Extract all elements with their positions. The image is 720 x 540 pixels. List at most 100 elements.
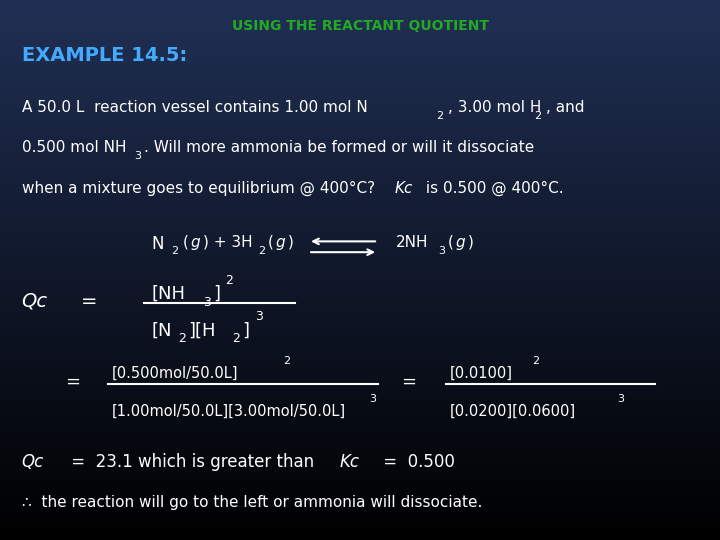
Bar	[0, 367, 720, 369]
Bar	[0, 198, 720, 200]
Bar	[0, 182, 720, 184]
Bar	[0, 108, 720, 110]
Bar	[0, 18, 720, 20]
Bar	[0, 450, 720, 452]
Text: ]: ]	[242, 321, 249, 339]
Bar	[0, 295, 720, 297]
Bar	[0, 455, 720, 457]
Bar	[0, 535, 720, 536]
Text: 2: 2	[171, 246, 179, 256]
Bar	[0, 403, 720, 405]
Bar	[0, 266, 720, 268]
Text: . Will more ammonia be formed or will it dissociate: . Will more ammonia be formed or will it…	[144, 140, 534, 156]
Bar	[0, 288, 720, 290]
Bar	[0, 363, 720, 366]
Text: 3: 3	[134, 151, 141, 161]
Text: Qc: Qc	[22, 292, 48, 310]
Bar	[0, 448, 720, 450]
Text: 3: 3	[617, 394, 624, 404]
Bar	[0, 99, 720, 101]
Bar	[0, 313, 720, 315]
Bar	[0, 457, 720, 459]
Bar	[0, 245, 720, 247]
Bar	[0, 324, 720, 326]
Bar	[0, 504, 720, 506]
Bar	[0, 493, 720, 495]
Bar	[0, 205, 720, 207]
Bar	[0, 265, 720, 266]
Text: =  23.1 which is greater than: = 23.1 which is greater than	[66, 453, 320, 470]
Bar	[0, 227, 720, 228]
Bar	[0, 232, 720, 234]
Bar	[0, 436, 720, 437]
Text: N: N	[151, 235, 163, 253]
Bar	[0, 258, 720, 259]
Bar	[0, 437, 720, 439]
Bar	[0, 299, 720, 301]
Bar	[0, 309, 720, 312]
Bar	[0, 4, 720, 5]
Bar	[0, 185, 720, 187]
Bar	[0, 528, 720, 529]
Text: g: g	[190, 235, 199, 250]
Bar	[0, 536, 720, 538]
Bar	[0, 200, 720, 201]
Bar	[0, 518, 720, 520]
Bar	[0, 79, 720, 81]
Text: [N: [N	[151, 321, 171, 339]
Bar	[0, 405, 720, 407]
Bar	[0, 160, 720, 162]
Text: 3: 3	[438, 246, 445, 256]
Bar	[0, 444, 720, 447]
Bar	[0, 508, 720, 509]
Bar	[0, 371, 720, 373]
Bar	[0, 50, 720, 52]
Text: EXAMPLE 14.5:: EXAMPLE 14.5:	[22, 46, 187, 65]
Bar	[0, 39, 720, 42]
Bar	[0, 385, 720, 387]
Text: 3: 3	[369, 394, 377, 404]
Bar	[0, 339, 720, 340]
Bar	[0, 166, 720, 167]
Bar	[0, 140, 720, 142]
Bar	[0, 466, 720, 468]
Text: (: (	[448, 235, 454, 250]
Bar	[0, 220, 720, 221]
Text: 3: 3	[255, 310, 263, 323]
Bar	[0, 304, 720, 306]
Bar	[0, 74, 720, 76]
Text: ]: ]	[213, 285, 220, 303]
Text: ∴  the reaction will go to the left or ammonia will dissociate.: ∴ the reaction will go to the left or am…	[22, 495, 482, 510]
Bar	[0, 150, 720, 151]
Bar	[0, 317, 720, 319]
Bar	[0, 248, 720, 250]
Text: ): )	[468, 235, 474, 250]
Bar	[0, 31, 720, 32]
Bar	[0, 340, 720, 342]
Bar	[0, 115, 720, 117]
Bar	[0, 471, 720, 474]
Bar	[0, 69, 720, 70]
Bar	[0, 65, 720, 66]
Bar	[0, 113, 720, 115]
Bar	[0, 320, 720, 322]
Bar	[0, 126, 720, 128]
Text: 2: 2	[283, 356, 290, 367]
Bar	[0, 259, 720, 261]
Bar	[0, 56, 720, 58]
Bar	[0, 454, 720, 455]
Bar	[0, 167, 720, 169]
Bar	[0, 486, 720, 488]
Bar	[0, 225, 720, 227]
Bar	[0, 383, 720, 385]
Bar	[0, 76, 720, 77]
Bar	[0, 498, 720, 501]
Bar	[0, 133, 720, 135]
Bar	[0, 366, 720, 367]
Bar	[0, 464, 720, 466]
Bar	[0, 428, 720, 430]
Bar	[0, 43, 720, 45]
Bar	[0, 2, 720, 4]
Bar	[0, 474, 720, 475]
Bar	[0, 407, 720, 409]
